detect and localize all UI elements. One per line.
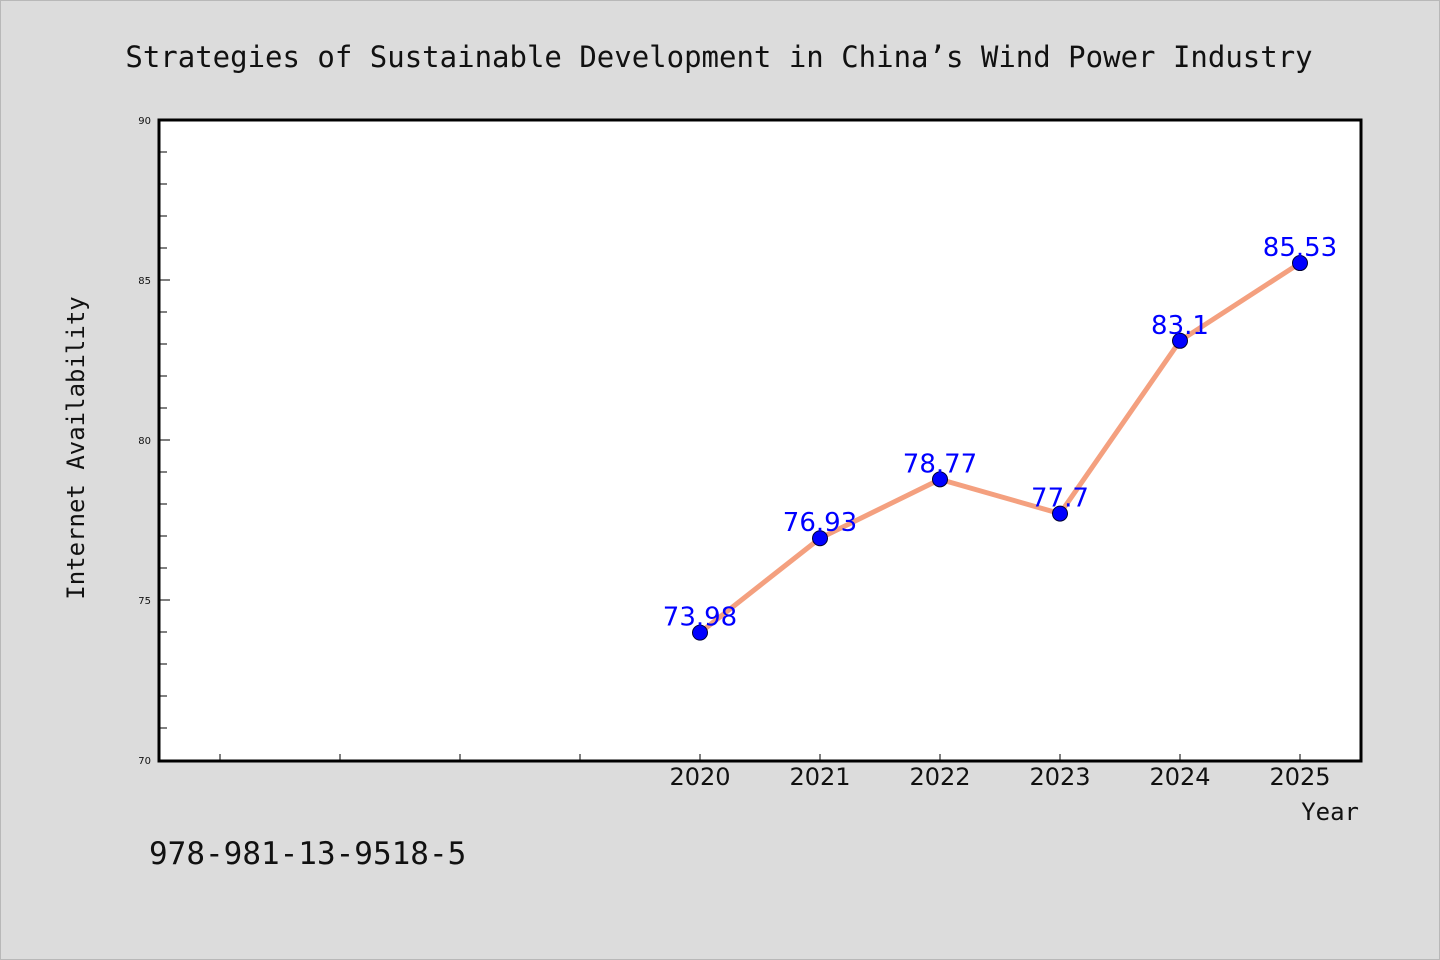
data-label: 73.98 xyxy=(663,603,737,633)
x-axis-label: Year xyxy=(1301,798,1359,826)
data-label: 76.93 xyxy=(783,508,857,538)
plot-border xyxy=(157,118,1363,763)
data-point xyxy=(932,471,948,488)
x-tick-label: 2025 xyxy=(1269,763,1330,791)
data-point xyxy=(1052,505,1068,522)
data-point xyxy=(1292,255,1308,272)
isbn-text: 978-981-13-9518-5 xyxy=(149,836,466,872)
series-layer xyxy=(692,255,1308,641)
plot-area xyxy=(159,120,1361,761)
y-axis-label: Internet Availability xyxy=(62,296,90,599)
x-tick-label: 2020 xyxy=(669,763,730,791)
data-label: 83.1 xyxy=(1151,311,1209,341)
data-label: 78.77 xyxy=(903,449,977,479)
y-tick-label: 85 xyxy=(138,276,151,287)
y-tick-label: 75 xyxy=(138,596,151,607)
data-label: 85.53 xyxy=(1263,233,1337,263)
data-point xyxy=(692,624,708,641)
x-tick-label: 2022 xyxy=(909,763,970,791)
x-tick-label: 2024 xyxy=(1149,763,1210,791)
y-tick-label: 80 xyxy=(138,436,151,447)
data-labels-layer: 73.98 76.93 78.77 77.7 83.1 85.53 xyxy=(663,233,1337,633)
data-point xyxy=(1172,332,1188,349)
data-label: 77.7 xyxy=(1031,484,1089,514)
chart-title: Strategies of Sustainable Development in… xyxy=(125,40,1312,74)
x-axis-ticks: 2020 2021 2022 2023 2024 2025 xyxy=(219,754,1331,791)
series-line xyxy=(697,260,1303,636)
data-point xyxy=(812,530,828,547)
x-tick-label: 2021 xyxy=(789,763,850,791)
x-tick-label: 2023 xyxy=(1029,763,1090,791)
y-tick-label: 70 xyxy=(138,756,151,767)
y-tick-label: 90 xyxy=(138,116,151,127)
